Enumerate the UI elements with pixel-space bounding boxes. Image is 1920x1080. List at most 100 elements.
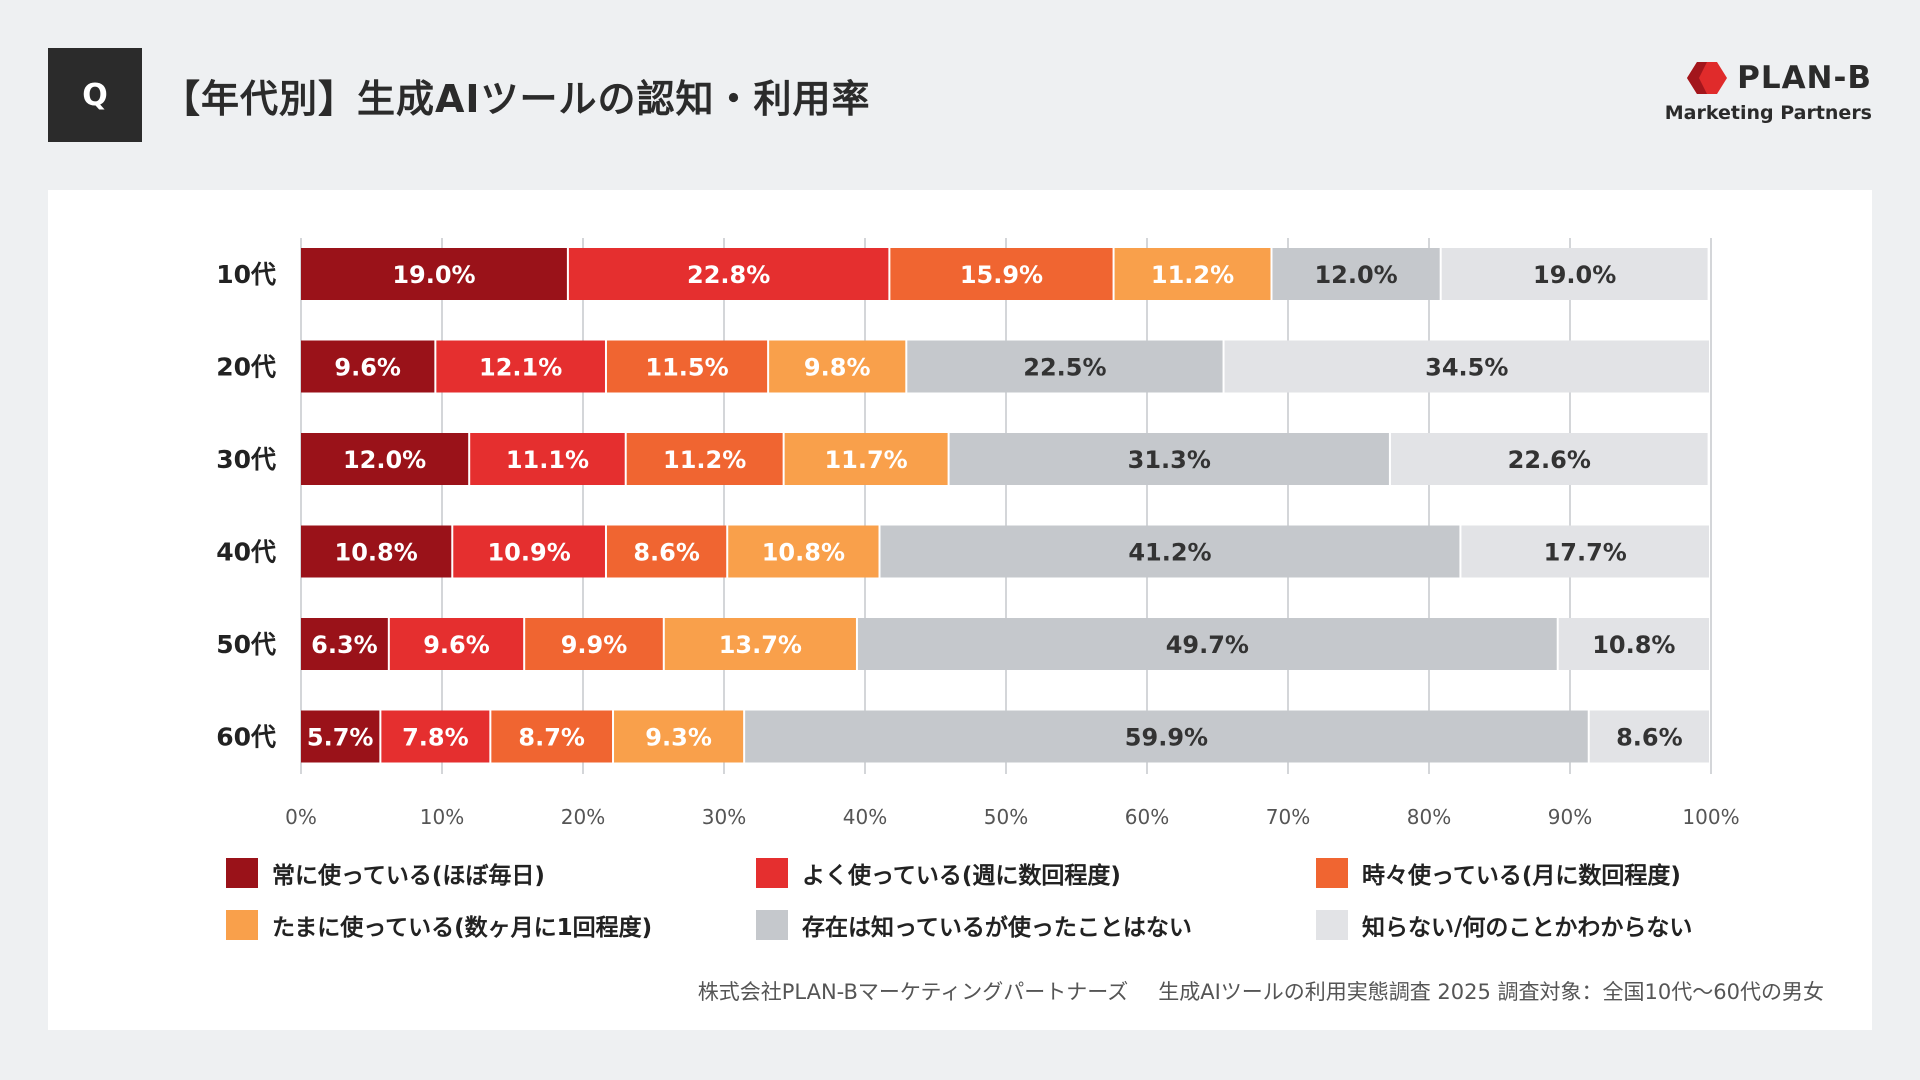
bar-segment [1441,248,1708,300]
bar-segment [907,340,1223,393]
legend-item: 時々使っている(月に数回程度) [1316,856,1746,890]
data-label: 15.9% [960,261,1043,289]
x-tick-label: 50% [984,805,1028,829]
legend-label: たまに使っている(数ヶ月に1回程度) [272,915,653,941]
question-badge-label: Q [82,77,108,113]
data-label: 10.9% [487,539,570,567]
bar-segment [436,340,605,393]
bar-segment [890,248,1113,300]
bar-segment [301,340,435,393]
bar-segment [1461,525,1709,578]
bar-segment [568,248,889,300]
brand-logo: PLAN-B Marketing Partners [1665,60,1872,124]
data-label: 34.5% [1425,354,1508,382]
bar-segment [606,340,768,393]
data-label: 8.7% [518,724,585,752]
bar-segment [301,710,380,763]
data-label: 11.5% [645,354,728,382]
bar-segment [301,525,452,578]
bar-segment [1390,433,1708,485]
bar-segment [301,433,469,485]
legend-label: 時々使っている(月に数回程度) [1362,863,1681,889]
data-label: 10.8% [335,539,418,567]
data-label: 10.8% [1592,631,1675,659]
bar-segment [1114,248,1271,300]
x-tick-label: 90% [1548,805,1592,829]
data-label: 19.0% [392,261,475,289]
bar-segment [491,710,613,763]
stacked-bar-chart: 0% 10% 20% 30% 40% 50% 60% 70% 80% 90% 100% 10代 19.0… [216,238,1740,829]
category-label: 40代 [216,538,276,567]
data-label: 6.3% [311,631,378,659]
logo-subtitle: Marketing Partners [1664,102,1872,124]
bar-segment [1589,710,1709,763]
legend-label: よく使っている(週に数回程度) [802,863,1121,889]
bar-segment [301,618,388,670]
data-label: 9.8% [804,354,871,382]
legend-label: 常に使っている(ほぼ毎日) [272,863,545,889]
bar-segment [784,433,948,485]
bar-segment [949,433,1389,485]
data-label: 12.0% [343,446,426,474]
category-label: 30代 [216,445,276,474]
source-note: 株式会社PLAN-Bマーケティングパートナーズ 生成AIツールの利用実態調査 20… [698,976,1824,1006]
data-label: 11.1% [506,446,589,474]
data-label: 10.8% [762,539,845,567]
legend-item: よく使っている(週に数回程度) [756,856,1316,890]
legend-label: 存在は知っているが使ったことはない [802,915,1192,941]
legend-swatch [1316,910,1348,940]
bar-segment [880,525,1460,578]
x-tick-label: 20% [561,805,605,829]
x-tick-label: 0% [285,805,317,829]
x-tick-label: 40% [843,805,887,829]
x-tick-label: 30% [702,805,746,829]
legend-swatch [226,910,258,940]
data-label: 22.6% [1508,446,1591,474]
chart-card: 0% 10% 20% 30% 40% 50% 60% 70% 80% 90% 100% 10代 19.0… [48,190,1872,1030]
data-label: 41.2% [1128,539,1211,567]
bar-segment [626,433,783,485]
data-label: 59.9% [1125,724,1208,752]
logo-name: PLAN-B [1737,60,1872,96]
bar-segment [453,525,605,578]
data-label: 8.6% [633,539,700,567]
plan-b-logo-icon [1687,62,1728,94]
bar-segment [728,525,879,578]
bar-segment [525,618,663,670]
legend-swatch [226,858,258,888]
x-tick-label: 70% [1266,805,1310,829]
bar-segment [614,710,744,763]
data-label: 13.7% [719,631,802,659]
legend-label: 知らない/何のことかわからない [1362,915,1693,941]
data-label: 12.1% [479,354,562,382]
page-title: 【年代別】生成AIツールの認知・利用率 [162,77,871,121]
legend-swatch [756,910,788,940]
x-tick-label: 100% [1682,805,1739,829]
legend-swatch [1316,858,1348,888]
chart-legend: 常に使っている(ほぼ毎日) よく使っている(週に数回程度) 時々使っている(月に数回… [226,856,1746,942]
legend-swatch [756,858,788,888]
data-label: 9.3% [645,724,712,752]
legend-item: たまに使っている(数ヶ月に1回程度) [226,908,756,942]
data-label: 7.8% [402,724,469,752]
category-label: 60代 [216,723,276,752]
bar-segment [1224,340,1709,393]
data-label: 31.3% [1128,446,1211,474]
bar-segment [381,710,490,763]
bar-segment [1272,248,1440,300]
bar-segment [745,710,1588,763]
data-label: 5.7% [307,724,374,752]
bar-segment [606,525,727,578]
category-label: 20代 [216,353,276,382]
x-tick-label: 60% [1125,805,1169,829]
category-label: 10代 [216,260,276,289]
data-label: 49.7% [1166,631,1249,659]
data-label: 8.6% [1616,724,1683,752]
source-survey: 生成AIツールの利用実態調査 2025 調査対象：全国10代～60代の男女 [1158,980,1824,1004]
source-company: 株式会社PLAN-Bマーケティングパートナーズ [697,980,1129,1004]
question-badge: Q [48,48,142,142]
x-tick-label: 80% [1407,805,1451,829]
data-label: 22.5% [1023,354,1106,382]
legend-item: 常に使っている(ほぼ毎日) [226,856,756,890]
x-tick-label: 10% [420,805,464,829]
